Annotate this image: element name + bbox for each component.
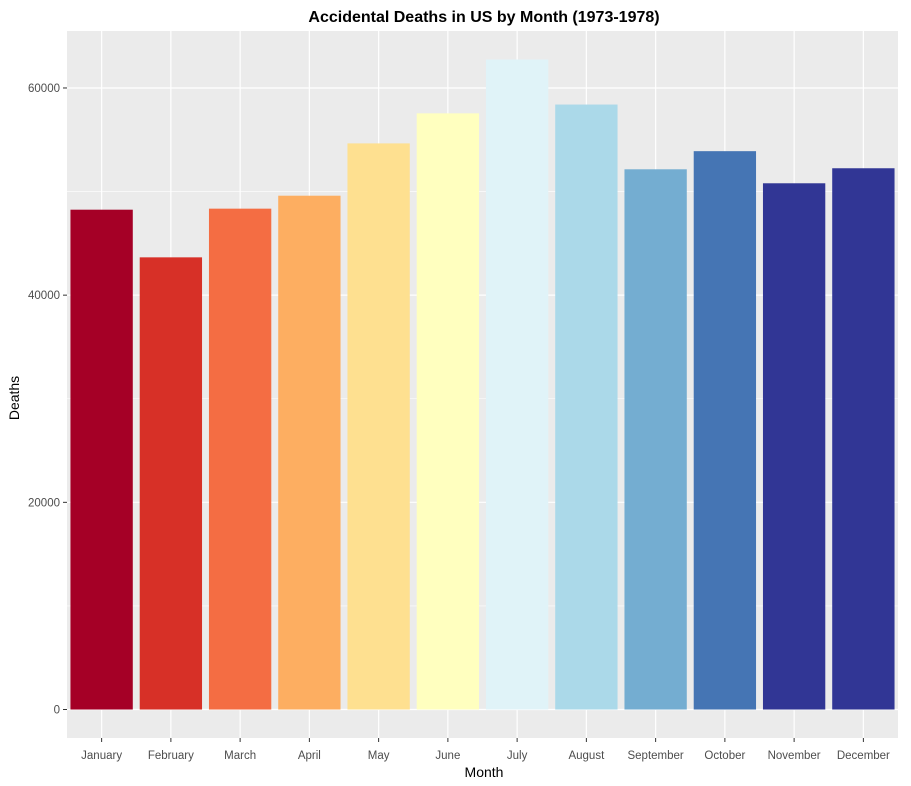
bar-august: [555, 104, 618, 710]
bar-may: [347, 143, 410, 710]
x-tick-label: April: [298, 750, 321, 762]
y-tick-label: 0: [54, 705, 60, 717]
y-axis: 0 20000 40000 60000: [28, 83, 67, 717]
bar-november: [762, 183, 826, 710]
x-tick-label: May: [368, 750, 390, 762]
x-tick-label: November: [768, 750, 821, 762]
plot-panel: [67, 31, 898, 738]
y-tick-label: 20000: [28, 497, 60, 509]
minor-gridlines: [67, 191, 898, 607]
x-axis-title: Month: [465, 764, 504, 780]
x-tick-label: August: [568, 750, 605, 762]
bar-december: [832, 168, 895, 710]
bar-june: [416, 113, 480, 710]
x-tick-label: July: [507, 750, 528, 762]
x-tick-label: March: [224, 750, 256, 762]
y-tick-label: 60000: [28, 83, 60, 95]
bar-october: [693, 151, 757, 710]
bar-february: [139, 257, 203, 710]
y-axis-title: Deaths: [6, 376, 22, 420]
x-tick-label: September: [627, 750, 683, 762]
bar-july: [485, 59, 549, 710]
bar-september: [624, 169, 687, 710]
bar-march: [208, 208, 272, 710]
bar-january: [70, 209, 133, 710]
x-tick-label: June: [435, 750, 460, 762]
x-tick-label: October: [704, 750, 745, 762]
x-tick-label: February: [148, 750, 194, 762]
chart-title: Accidental Deaths in US by Month (1973-1…: [308, 9, 659, 26]
bar-april: [278, 195, 341, 710]
bars: [70, 59, 895, 710]
x-tick-label: January: [81, 750, 122, 762]
x-axis: January February March April May June July Augu…: [81, 738, 890, 762]
x-tick-label: December: [837, 750, 890, 762]
y-tick-label: 40000: [28, 290, 60, 302]
